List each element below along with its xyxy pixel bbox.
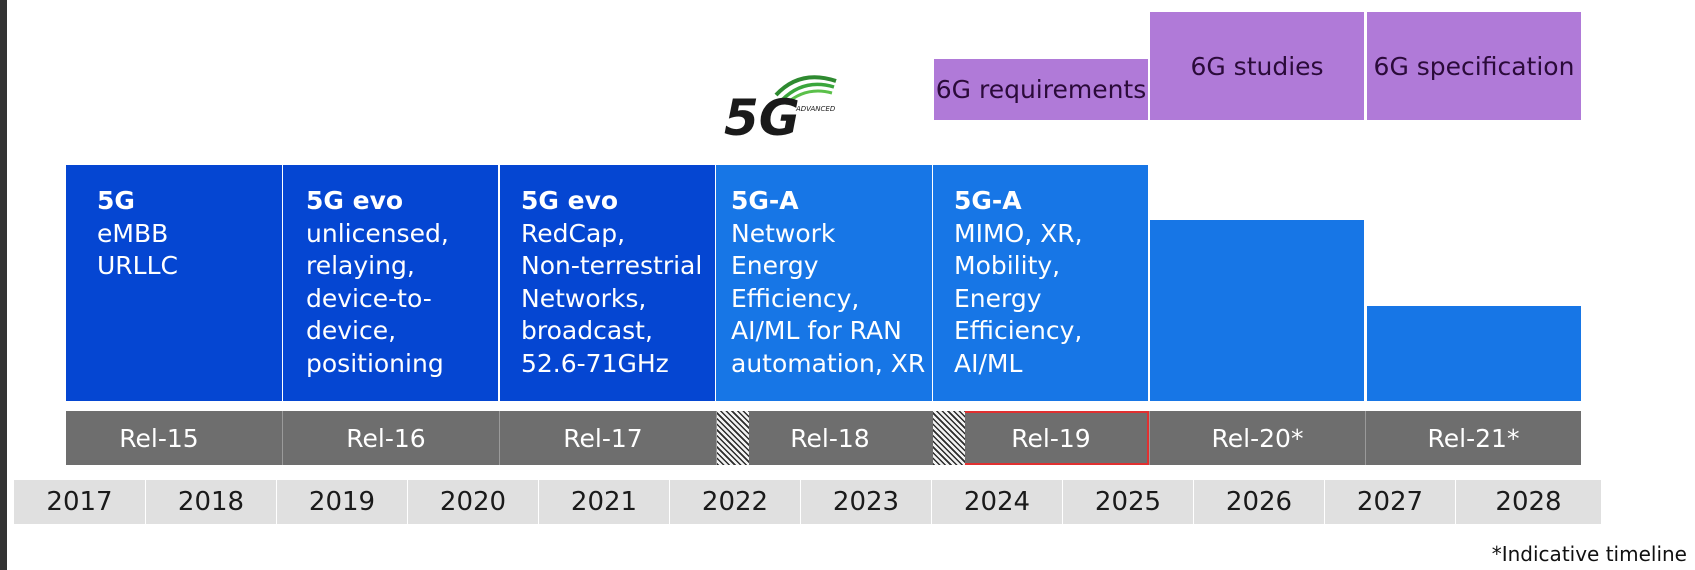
feature-block-rel19: 5G-A MIMO, XR, Mobility, Energy Efficien…: [933, 165, 1148, 401]
release-label: Rel-15: [119, 423, 199, 453]
year-cell: 2025: [1062, 480, 1193, 524]
release-rel19: Rel-19: [933, 411, 1149, 465]
release-rel16: Rel-16: [282, 411, 499, 465]
phase-6g-studies: 6G studies: [1150, 12, 1364, 120]
year-cell: 2021: [538, 480, 669, 524]
footnote: *Indicative timeline: [1491, 542, 1687, 566]
year-cell: 2018: [145, 480, 276, 524]
logo-main-text: 5G: [724, 89, 800, 140]
release-label: Rel-21*: [1427, 423, 1520, 453]
year-cell: 2023: [800, 480, 931, 524]
phase-6g-specification: 6G specification: [1367, 12, 1581, 120]
feature-block-rel15: 5G eMBB URLLC: [66, 165, 282, 401]
release-rel20: Rel-20*: [1149, 411, 1365, 465]
feature-description: unlicensed, relaying, device-to- device,…: [306, 218, 449, 378]
release-label: Rel-19: [1011, 423, 1091, 453]
release-rel21: Rel-21*: [1365, 411, 1581, 465]
release-overlap-hatch: [717, 411, 749, 465]
release-rel15: Rel-15: [66, 411, 282, 465]
feature-block-rel20: [1150, 220, 1364, 401]
feature-description: RedCap, Non-terrestrial Networks, broadc…: [521, 218, 703, 378]
feature-title: 5G: [97, 186, 135, 215]
release-label: Rel-17: [563, 423, 643, 453]
feature-title: 5G evo: [306, 186, 404, 215]
year-cell: 2017: [14, 480, 145, 524]
release-rel17: Rel-17: [499, 411, 716, 465]
5g-advanced-logo: 5G ADVANCED: [724, 75, 837, 140]
release-overlap-hatch: [933, 411, 965, 465]
year-cell: 2024: [931, 480, 1062, 524]
year-cell: 2027: [1324, 480, 1455, 524]
left-edge-bar: [0, 0, 7, 570]
release-label: Rel-18: [790, 423, 870, 453]
year-cell: 2020: [407, 480, 538, 524]
feature-description: MIMO, XR, Mobility, Energy Efficiency, A…: [954, 218, 1083, 378]
phase-6g-requirements: 6G requirements: [934, 59, 1148, 120]
year-cell: 2028: [1455, 480, 1601, 524]
year-cell: 2026: [1193, 480, 1324, 524]
logo-sub-text: ADVANCED: [795, 105, 836, 113]
feature-block-rel18: 5G-A Network Energy Efficiency, AI/ML fo…: [716, 165, 932, 401]
feature-title: 5G-A: [731, 186, 799, 215]
feature-block-rel16: 5G evo unlicensed, relaying, device-to- …: [283, 165, 498, 401]
feature-description: eMBB URLLC: [97, 218, 178, 281]
release-rel18: Rel-18: [716, 411, 933, 465]
release-label: Rel-20*: [1211, 423, 1304, 453]
feature-title: 5G-A: [954, 186, 1022, 215]
release-label: Rel-16: [346, 423, 426, 453]
year-cell: 2019: [276, 480, 407, 524]
feature-title: 5G evo: [521, 186, 619, 215]
feature-block-rel21: [1367, 306, 1581, 401]
feature-description: Network Energy Efficiency, AI/ML for RAN…: [731, 218, 926, 378]
year-cell: 2022: [669, 480, 800, 524]
feature-block-rel17: 5G evo RedCap, Non-terrestrial Networks,…: [500, 165, 715, 401]
